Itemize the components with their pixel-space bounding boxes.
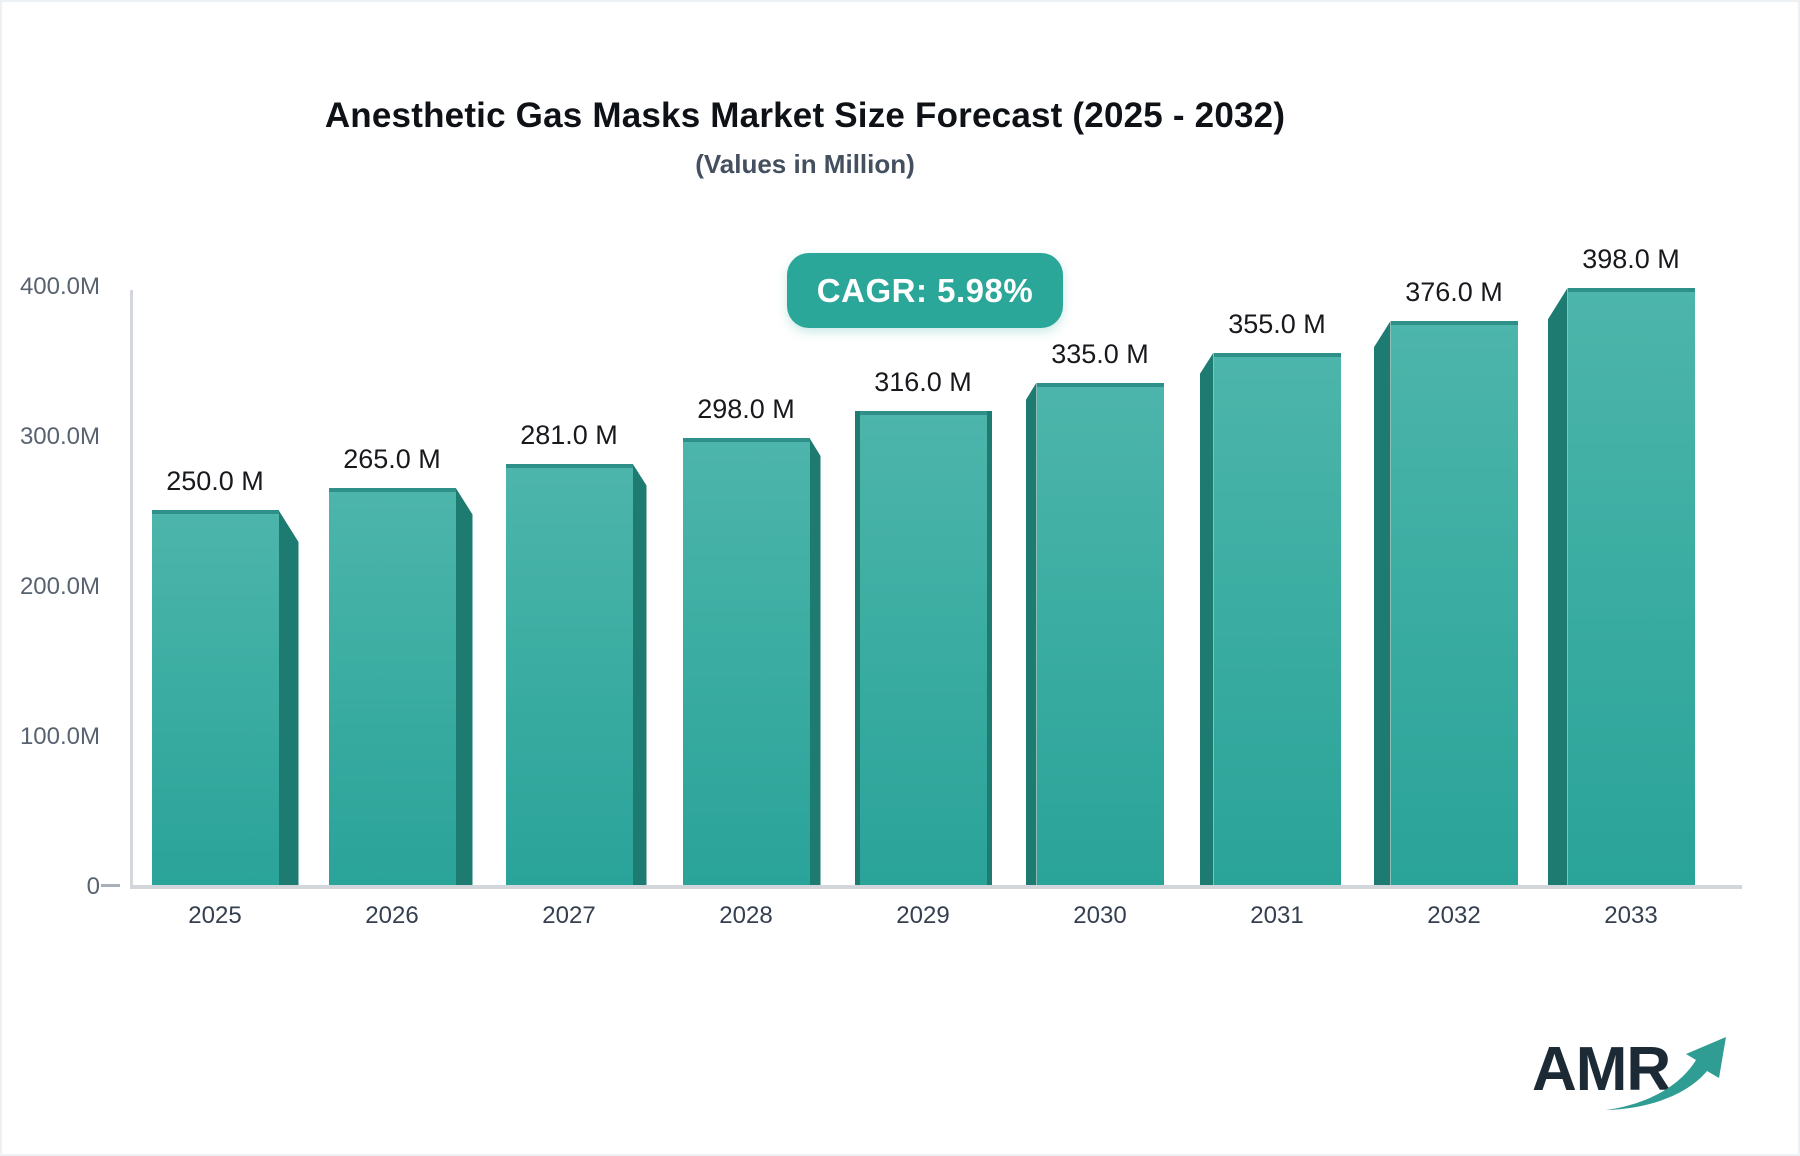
bar-2031[interactable] xyxy=(1213,352,1341,885)
x-axis-line xyxy=(130,885,1742,889)
bar-2029[interactable] xyxy=(859,411,987,885)
zero-tick-mark xyxy=(101,884,120,887)
y-axis-tick-label: 0 xyxy=(86,873,100,900)
bar-3d-side xyxy=(1025,382,1037,885)
bar-3d-side xyxy=(986,411,992,885)
bar-value-label: 376.0 M xyxy=(1405,277,1503,307)
cagr-badge: CAGR: 5.98% xyxy=(787,253,1063,328)
y-axis-line xyxy=(130,290,133,889)
growth-arrow-icon xyxy=(1606,1037,1726,1110)
x-axis-tick-label: 2031 xyxy=(1250,902,1304,929)
x-axis-tick-label: 2030 xyxy=(1073,902,1127,929)
y-axis-tick-label: 200.0M xyxy=(19,573,100,600)
bar-value-label: 355.0 M xyxy=(1228,308,1326,339)
bar-3d-side xyxy=(632,463,647,885)
cagr-badge-label: CAGR: 5.98% xyxy=(816,271,1034,309)
x-axis-tick-label: 2029 xyxy=(896,902,950,929)
bar-2030[interactable] xyxy=(1036,382,1164,885)
bar-value-label: 250.0 M xyxy=(166,466,264,496)
bar-2025[interactable] xyxy=(151,510,279,885)
bar-3d-side xyxy=(809,438,821,885)
bar-3d-side xyxy=(1199,352,1214,885)
amr-logo-text: AMR xyxy=(1532,1035,1671,1104)
bar-3d-side xyxy=(455,487,473,885)
bar-value-label: 298.0 M xyxy=(697,394,795,424)
bar-3d-side xyxy=(278,510,299,885)
bar-2028[interactable] xyxy=(682,438,810,885)
bar-value-label: 398.0 M xyxy=(1582,244,1680,274)
x-axis-tick-label: 2033 xyxy=(1604,902,1658,929)
bar-value-label: 265.0 M xyxy=(343,443,441,474)
bar-3d-side xyxy=(1373,321,1391,885)
x-axis-tick-label: 2028 xyxy=(719,902,773,929)
bar-value-label: 335.0 M xyxy=(1051,338,1149,369)
amr-logo: AMR xyxy=(1528,1030,1738,1126)
bar-2027[interactable] xyxy=(505,463,633,885)
bar-2033[interactable] xyxy=(1567,288,1695,885)
x-axis-tick-label: 2025 xyxy=(188,902,242,929)
x-axis-tick-label: 2032 xyxy=(1427,902,1481,929)
y-axis-tick-label: 400.0M xyxy=(19,273,100,300)
bar-3d-side xyxy=(854,411,860,885)
x-axis-tick-label: 2027 xyxy=(542,902,596,929)
bar-2032[interactable] xyxy=(1390,321,1518,885)
x-axis-tick-label: 2026 xyxy=(365,902,419,929)
bar-2026[interactable] xyxy=(328,487,456,885)
chart-title: Anesthetic Gas Masks Market Size Forecas… xyxy=(324,96,1286,135)
bar-3d-side xyxy=(1547,288,1568,885)
chart-subtitle: (Values in Million) xyxy=(695,149,915,179)
y-axis-tick-label: 300.0M xyxy=(19,423,100,450)
y-axis-tick-label: 100.0M xyxy=(19,723,100,750)
bar-value-label: 281.0 M xyxy=(520,419,618,450)
bar-value-label: 316.0 M xyxy=(874,367,972,397)
